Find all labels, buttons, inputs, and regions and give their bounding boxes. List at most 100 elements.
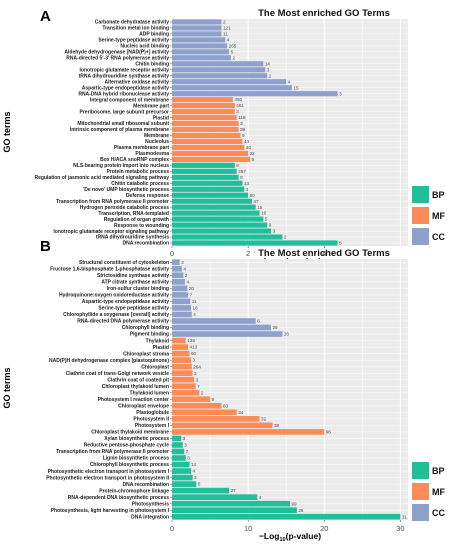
bar	[172, 357, 192, 363]
bar	[172, 126, 239, 133]
category-label: NLS-bearing protein import into nucleus	[73, 163, 169, 169]
category-label: Serine-type peptidase activity	[98, 38, 169, 44]
category-label: Intrinsic component of plasma membrane	[70, 127, 169, 133]
category-label: Plasma membrane part	[114, 145, 169, 151]
bar	[172, 474, 193, 481]
chart-panel-b: Structural constituent of cytoskeleton 3 F…	[2, 238, 445, 543]
bar	[172, 370, 193, 376]
y-axis-label: GO terms	[2, 111, 12, 152]
bar	[172, 91, 338, 97]
bar	[172, 228, 271, 234]
category-label: Photosystem I	[135, 423, 170, 429]
bar	[172, 468, 192, 474]
x-tick-label: 10	[244, 524, 252, 533]
data-label: 3	[184, 443, 187, 448]
legend-label-cc: CC	[432, 508, 445, 518]
category-label: Aspartic-type endopeptidase activity	[82, 299, 169, 305]
bar	[172, 455, 186, 461]
bar	[172, 138, 243, 145]
data-label: 83	[223, 403, 229, 408]
bar	[172, 162, 235, 168]
bar	[172, 279, 185, 285]
category-label: DNA recombination	[123, 241, 169, 247]
category-label: Iron-sulfur cluster binding	[107, 286, 169, 292]
data-label: 4	[227, 38, 230, 43]
category-label: Photosynthesis	[132, 501, 169, 507]
data-label: 16	[193, 306, 199, 311]
category-label: Photosynthetic electron transport in pho…	[48, 469, 170, 475]
bar	[172, 383, 196, 390]
data-label: 14	[265, 61, 271, 66]
data-label: 2	[223, 20, 226, 25]
legend-swatch-mf	[412, 483, 429, 500]
data-label: 4	[193, 312, 196, 317]
x-axis-label: −Log10(p-value)	[259, 531, 321, 543]
category-label: Alternative oxidase activity	[105, 79, 170, 85]
category-label: Protein-chromophore linkage	[99, 488, 169, 494]
bar	[172, 363, 192, 370]
category-label: Regulation of jasmonic acid mediated sig…	[35, 175, 170, 181]
bar	[172, 180, 243, 186]
category-label: Transcription from RNA polymerase II pro…	[56, 449, 169, 455]
category-label: tRNA dihydrouridine synthesis	[96, 235, 169, 241]
data-label: 11	[223, 32, 228, 37]
bar	[172, 429, 325, 435]
data-label: 7	[189, 292, 192, 297]
bar	[172, 222, 268, 228]
category-label: Thylakoid	[146, 338, 169, 344]
category-label: Plastid	[153, 345, 169, 351]
category-label: Transcription from RNA polymerase II pro…	[56, 199, 169, 205]
category-label: Chitin catabolic process	[111, 181, 169, 187]
data-label: 287	[238, 169, 246, 174]
bar	[172, 43, 228, 49]
category-label: Membrane	[144, 133, 169, 139]
data-label: 96	[326, 430, 332, 435]
category-label: ATP citrate synthase activity	[101, 280, 169, 286]
plot-background	[172, 259, 408, 520]
x-axis-label-suffix: (p-value)	[286, 531, 322, 541]
bar	[172, 448, 185, 455]
chart-title: The Most enriched GO Terms	[258, 8, 390, 19]
legend: BP MF CC	[412, 186, 445, 245]
category-label: Chloroplast envelope	[118, 404, 169, 410]
y-axis-label: GO terms	[2, 367, 12, 408]
bar	[172, 422, 273, 429]
category-label: Chlorophyll biosynthetic process	[90, 462, 169, 468]
category-label: Aspartic-type endopeptidase activity	[82, 85, 169, 91]
bar	[172, 324, 271, 331]
category-label: Carbonate dehydratase activity	[95, 20, 169, 26]
bar	[172, 265, 182, 272]
data-label: 3	[246, 187, 249, 192]
data-label: 9	[212, 397, 215, 402]
data-label: 9	[242, 133, 245, 138]
category-label: Hydroquinone:oxygen oxidoreductase activ…	[59, 293, 169, 299]
bar	[172, 120, 239, 127]
category-label: Response to wounding	[114, 223, 169, 229]
bar	[172, 109, 235, 115]
bar	[172, 174, 239, 180]
bar	[172, 409, 237, 416]
x-tick-label: 2	[246, 249, 250, 258]
data-label: 60	[250, 193, 256, 198]
data-label: 5	[198, 482, 201, 487]
x-tick-label: 4	[322, 249, 326, 258]
bar	[172, 97, 233, 103]
x-tick-label: 20	[320, 524, 328, 533]
data-label: 9	[269, 223, 272, 228]
category-label: RNA-directed DNA polymerase activity	[77, 319, 169, 325]
data-label: 4	[183, 266, 186, 271]
x-tick-label: 0	[170, 524, 174, 533]
category-label: RNA-DNA hybrid ribonuclease activity	[78, 91, 169, 97]
legend: BP MF CC	[412, 462, 445, 521]
category-label: Nucleolus	[145, 139, 169, 145]
data-label: 4	[193, 469, 196, 474]
bar	[172, 259, 180, 266]
category-label: Transition metal ion binding	[102, 26, 169, 32]
bar	[172, 350, 190, 357]
data-label: 4	[186, 279, 189, 284]
data-label: 2	[284, 235, 287, 240]
bar	[172, 192, 249, 198]
data-label: 461	[236, 103, 244, 108]
